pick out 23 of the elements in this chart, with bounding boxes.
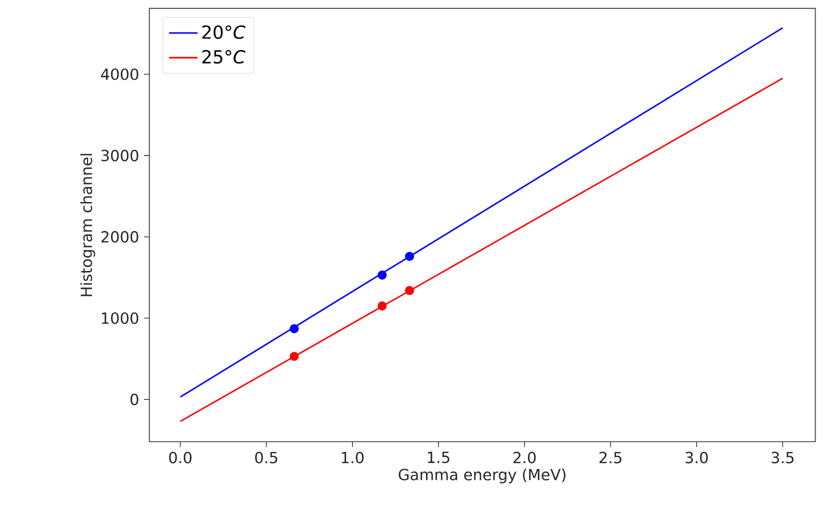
y-tick-label: 1000 bbox=[102, 312, 138, 324]
y-axis-title: Histogram channel bbox=[80, 154, 96, 296]
y-tick-label: 4000 bbox=[101, 68, 138, 80]
legend-label: 25°C bbox=[202, 50, 246, 64]
x-tick-label: 3.5 bbox=[772, 452, 794, 464]
legend-label: 20°C bbox=[202, 25, 246, 39]
x-tick-label: 0.0 bbox=[169, 452, 192, 464]
point bbox=[378, 270, 387, 280]
x-tick-label: 3.0 bbox=[686, 452, 708, 464]
y-tick-label: 0 bbox=[130, 394, 138, 406]
point bbox=[405, 252, 414, 261]
point bbox=[378, 301, 387, 310]
x-axis-title: Gamma energy (MeV) bbox=[398, 468, 566, 484]
x-tick-label: 2.5 bbox=[599, 452, 622, 464]
y-tick-label: 2000 bbox=[101, 231, 138, 243]
point bbox=[405, 286, 414, 296]
point bbox=[290, 324, 299, 334]
x-tick-label: 1.0 bbox=[342, 452, 364, 464]
point bbox=[290, 352, 299, 361]
x-tick-label: 2.0 bbox=[513, 452, 536, 464]
x-tick-label: 0.5 bbox=[255, 452, 278, 464]
y-tick-label: 3000 bbox=[101, 150, 138, 162]
x-tick-label: 1.5 bbox=[428, 452, 450, 464]
